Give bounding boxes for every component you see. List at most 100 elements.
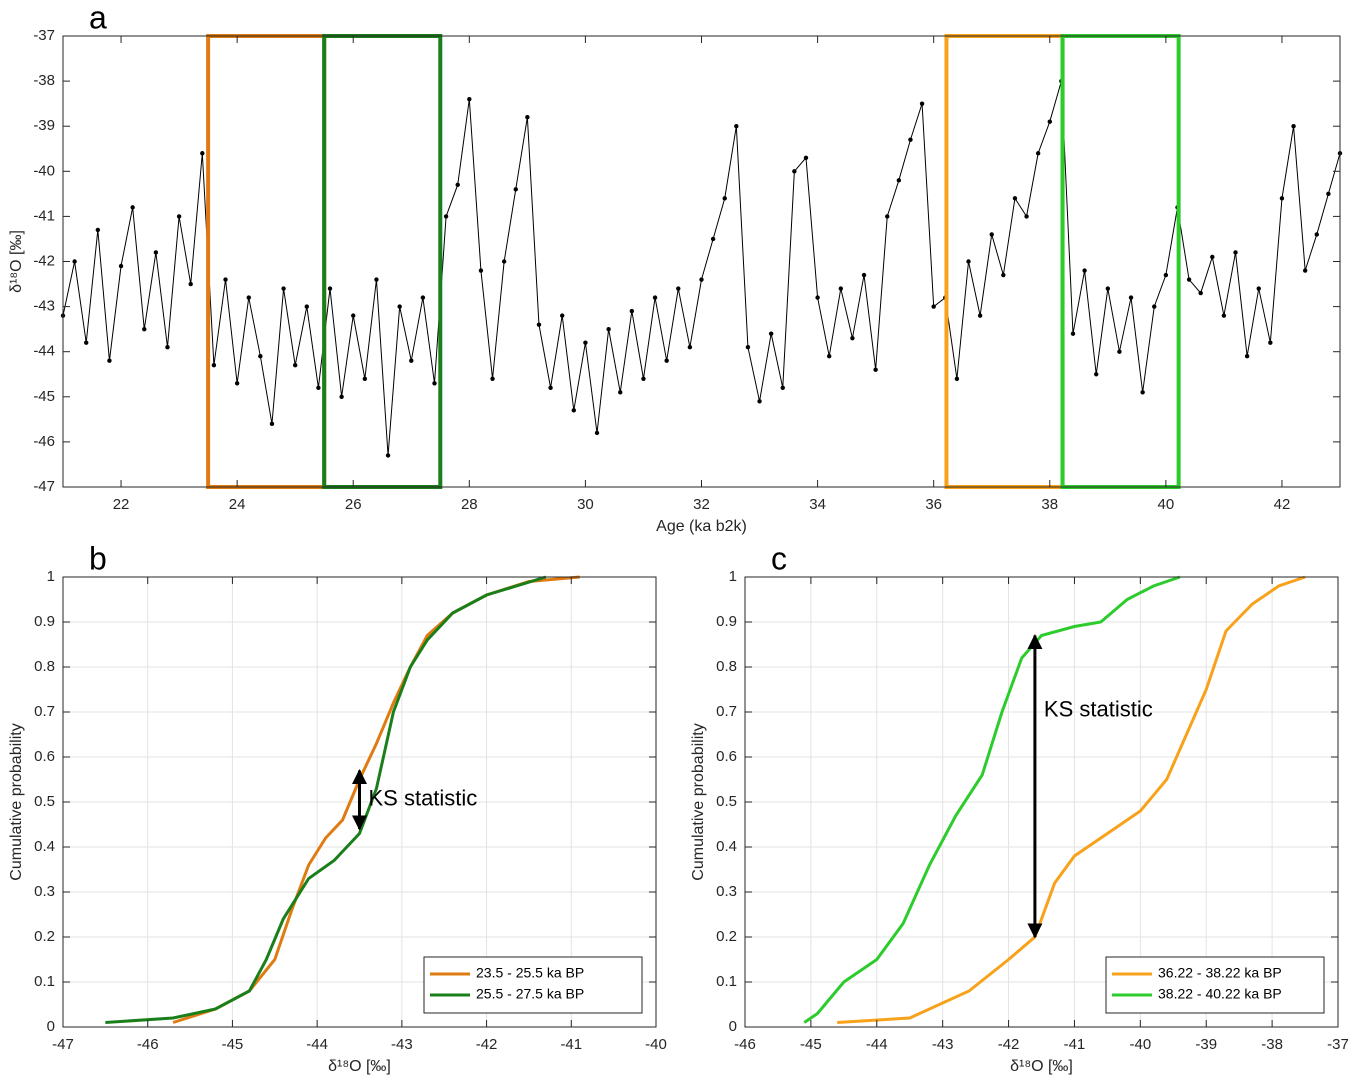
data-point: [931, 304, 936, 309]
data-point: [281, 286, 286, 291]
y-tick-label: -39: [33, 117, 55, 134]
data-point: [1279, 196, 1285, 201]
y-tick-label: 0.3: [34, 883, 55, 900]
x-tick-label: 22: [113, 496, 130, 513]
x-tick-label: 28: [461, 496, 478, 513]
data-point: [362, 376, 368, 381]
data-point: [374, 277, 379, 282]
y-tick-label: 0.4: [34, 838, 55, 855]
data-point: [525, 114, 530, 120]
data-point: [153, 250, 159, 255]
data-point: [258, 354, 263, 359]
x-axis-label: δ¹⁸O [‰]: [1010, 1058, 1073, 1075]
x-tick-label: -45: [222, 1036, 244, 1053]
x-tick-label: -44: [306, 1036, 328, 1053]
data-point: [269, 421, 275, 427]
data-point: [223, 277, 228, 282]
x-axis-label: Age (ka b2k): [656, 518, 747, 535]
data-point: [699, 277, 704, 282]
data-point: [1012, 196, 1018, 201]
data-point: [118, 263, 124, 269]
x-tick-label: -42: [998, 1036, 1020, 1053]
y-tick-label: 0.9: [716, 613, 737, 630]
data-point: [1198, 290, 1203, 296]
data-point: [722, 196, 727, 201]
data-point: [188, 281, 193, 287]
data-point: [339, 394, 344, 399]
data-point: [142, 326, 147, 332]
y-tick-label: -40: [33, 162, 55, 179]
data-point: [1117, 349, 1122, 354]
y-tick-label: 1: [47, 568, 55, 585]
data-point: [1152, 304, 1157, 309]
data-point: [606, 326, 611, 332]
data-point: [908, 137, 913, 142]
data-point: [954, 376, 960, 381]
y-tick-label: -47: [33, 478, 55, 495]
data-point: [107, 358, 112, 363]
legend-label: 38.22 - 40.22 ka BP: [1158, 986, 1282, 1002]
data-point: [1291, 124, 1296, 129]
data-point: [1163, 272, 1169, 278]
data-point: [792, 169, 797, 174]
y-tick-label: -45: [33, 388, 55, 405]
data-point: [559, 313, 565, 318]
data-point: [513, 187, 518, 192]
data-point: [397, 304, 402, 309]
data-point: [815, 295, 820, 300]
y-tick-label: 0.8: [34, 658, 55, 675]
data-point: [583, 340, 588, 345]
data-point: [768, 331, 774, 336]
data-point: [351, 313, 356, 318]
data-point: [246, 295, 251, 300]
y-tick-label: -42: [33, 252, 55, 269]
y-tick-label: 0.7: [34, 703, 55, 720]
y-tick-label: 0.5: [716, 793, 737, 810]
x-tick-label: 42: [1274, 496, 1291, 513]
data-point: [803, 155, 809, 160]
x-tick-label: -46: [734, 1036, 756, 1053]
x-tick-label: -43: [932, 1036, 954, 1053]
data-point: [710, 236, 716, 242]
data-point: [1268, 340, 1273, 345]
data-point: [571, 408, 576, 413]
data-point: [827, 354, 832, 359]
x-tick-label: -41: [560, 1036, 582, 1053]
data-point: [548, 385, 553, 390]
x-tick-label: 30: [577, 496, 594, 513]
x-tick-label: 24: [229, 496, 246, 513]
x-tick-label: 36: [925, 496, 942, 513]
data-point: [1221, 313, 1227, 318]
x-tick-label: 32: [693, 496, 710, 513]
data-point: [885, 214, 890, 219]
x-tick-label: -40: [1129, 1036, 1151, 1053]
y-axis-label: Cumulative probability: [690, 723, 707, 880]
data-point: [1094, 372, 1099, 377]
legend-label: 23.5 - 25.5 ka BP: [476, 965, 584, 981]
y-tick-label: 0.8: [716, 658, 737, 675]
data-point: [1314, 232, 1319, 237]
data-point: [861, 272, 867, 278]
data-point: [316, 385, 321, 390]
data-point: [130, 205, 135, 210]
data-point: [165, 344, 170, 350]
data-point: [780, 385, 785, 390]
data-point: [1035, 151, 1041, 156]
data-point: [443, 214, 449, 219]
y-tick-label: 0: [729, 1018, 737, 1035]
data-point: [234, 381, 240, 386]
y-tick-label: 1: [729, 568, 737, 585]
data-point: [896, 178, 902, 183]
y-tick-label: -38: [33, 72, 55, 89]
y-tick-label: 0.5: [34, 793, 55, 810]
legend-box: [423, 956, 643, 1014]
x-tick-label: -46: [137, 1036, 159, 1053]
data-point: [478, 268, 484, 273]
data-point: [594, 430, 600, 436]
data-point: [292, 363, 298, 368]
annotation-text: KS statistic: [1044, 697, 1153, 722]
x-tick-label: -38: [1261, 1036, 1283, 1053]
y-tick-label: 0.7: [716, 703, 737, 720]
data-line: [105, 575, 547, 1024]
